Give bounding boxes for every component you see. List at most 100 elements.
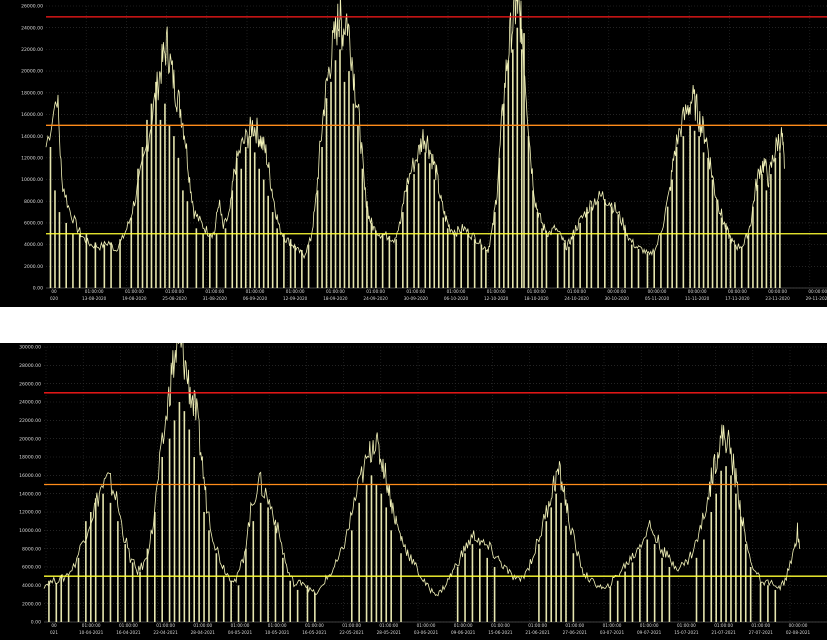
y-tick-label: 12000.00 bbox=[21, 155, 43, 161]
x-tick-time: 01:00:00 bbox=[491, 623, 510, 628]
chart-panel-2021: 0.00 2000.00 4000.00 6000.00 8000.00 10000.00… bbox=[0, 343, 827, 640]
y-tick-label: 22000.00 bbox=[19, 418, 41, 424]
x-tick-date: 21-06-2021 bbox=[525, 630, 550, 635]
y-tick-label: 26000.00 bbox=[19, 381, 41, 387]
x-tick-date: 18-10-2020 bbox=[524, 296, 549, 301]
y-tick-label: 22000.00 bbox=[21, 47, 43, 53]
x-tick-time: 01:00:00 bbox=[567, 289, 586, 294]
x-tick-date: 25-08-2020 bbox=[162, 296, 187, 301]
y-tick-label: 6000.00 bbox=[22, 565, 41, 571]
y-tick-label: 20000.00 bbox=[21, 69, 43, 75]
x-tick-time: 01:00:00 bbox=[119, 623, 138, 628]
x-tick-time: 01:00:00 bbox=[417, 623, 436, 628]
x-tick-time: 01:00:00 bbox=[305, 623, 324, 628]
x-tick-date: 05-11-2020 bbox=[645, 296, 670, 301]
y-tick-label: 8000.00 bbox=[24, 199, 43, 205]
y-tick-label: 4000.00 bbox=[24, 242, 43, 248]
x-tick-time: 01:00:00 bbox=[565, 623, 584, 628]
x-tick-date: 27-06-2021 bbox=[563, 630, 588, 635]
x-tick-time: 00:00:00 bbox=[648, 289, 667, 294]
x-tick-date: 03-06-2021 bbox=[414, 630, 439, 635]
x-tick-time: 01:00:00 bbox=[326, 289, 345, 294]
x-tick-date: 03-07-2021 bbox=[600, 630, 625, 635]
x-tick-date: 18-09-2020 bbox=[323, 296, 348, 301]
x-tick-time: 00:00:00 bbox=[607, 289, 626, 294]
y-tick-label: 24000.00 bbox=[21, 25, 43, 31]
x-tick-date: 15-07-2021 bbox=[674, 630, 699, 635]
x-tick-date: 22-04-2021 bbox=[153, 630, 178, 635]
x-tick-date: 04-05-2021 bbox=[228, 630, 253, 635]
x-tick-date: 021 bbox=[50, 630, 58, 635]
x-tick-time: 01:00:00 bbox=[714, 623, 733, 628]
x-tick-time: 01:00:00 bbox=[406, 289, 425, 294]
x-tick-time: 01:00:00 bbox=[125, 289, 144, 294]
y-tick-label: 2000.00 bbox=[24, 264, 43, 270]
x-tick-time: 01:00:00 bbox=[342, 623, 361, 628]
x-tick-time: 01:00:00 bbox=[246, 289, 265, 294]
x-tick-date: 06-09-2020 bbox=[243, 296, 268, 301]
x-tick-time: 00:00:00 bbox=[789, 623, 808, 628]
x-tick-date: 16-05-2021 bbox=[302, 630, 327, 635]
x-tick-time: 00:00:00 bbox=[768, 289, 787, 294]
x-tick-date: 24-09-2020 bbox=[363, 296, 388, 301]
x-tick-date: 22-05-2021 bbox=[339, 630, 364, 635]
x-tick-time: 00:00:00 bbox=[728, 289, 747, 294]
x-tick-date: 30-10-2020 bbox=[605, 296, 630, 301]
x-tick-date: 27-07-2021 bbox=[749, 630, 774, 635]
x-tick-time: 01:00:00 bbox=[640, 623, 659, 628]
x-tick-date: 24-10-2020 bbox=[564, 296, 589, 301]
x-tick-date: 12-09-2020 bbox=[283, 296, 308, 301]
y-tick-label: 4000.00 bbox=[22, 583, 41, 589]
y-tick-label: 12000.00 bbox=[19, 510, 41, 516]
x-tick-date: 28-05-2021 bbox=[377, 630, 402, 635]
x-tick-date: 31-08-2020 bbox=[203, 296, 228, 301]
x-tick-time: 01:00:00 bbox=[487, 289, 506, 294]
y-tick-label: 8000.00 bbox=[22, 546, 41, 552]
y-tick-label: 2000.00 bbox=[22, 601, 41, 607]
x-tick-date: 06-10-2020 bbox=[444, 296, 469, 301]
x-tick-time: 01:00:00 bbox=[231, 623, 250, 628]
x-tick-date: 16-04-2021 bbox=[116, 630, 141, 635]
x-tick-date: 19-08-2020 bbox=[122, 296, 147, 301]
x-tick-time: 01:00:00 bbox=[268, 623, 287, 628]
y-tick-label: 6000.00 bbox=[24, 221, 43, 227]
y-tick-label: 30000.00 bbox=[19, 345, 41, 351]
x-tick-date: 21-07-2021 bbox=[711, 630, 736, 635]
time-series-chart-2021: 0.00 2000.00 4000.00 6000.00 8000.00 10000.00… bbox=[19, 343, 827, 635]
x-tick-date: 020 bbox=[50, 296, 58, 301]
x-tick-time: 01:00:00 bbox=[165, 289, 184, 294]
x-tick-time: 01:00:00 bbox=[286, 289, 305, 294]
series-line bbox=[45, 0, 785, 260]
x-tick-time: 01:00:00 bbox=[85, 289, 104, 294]
y-tick-label: 0.00 bbox=[31, 620, 41, 626]
x-tick-time: 01:00:00 bbox=[528, 623, 547, 628]
x-tick-time: 00 bbox=[51, 623, 57, 628]
y-tick-label: 28000.00 bbox=[19, 363, 41, 369]
y-tick-label: 26000.00 bbox=[21, 4, 43, 10]
y-tick-label: 16000.00 bbox=[21, 112, 43, 118]
y-tick-label: 24000.00 bbox=[19, 400, 41, 406]
y-tick-label: 10000.00 bbox=[19, 528, 41, 534]
x-tick-time: 01:00:00 bbox=[454, 623, 473, 628]
x-tick-date: 09-06-2021 bbox=[451, 630, 476, 635]
x-tick-time: 01:00:00 bbox=[156, 623, 175, 628]
series-line bbox=[43, 343, 801, 597]
time-series-chart-2020: 0.00 2000.00 4000.00 6000.00 8000.00 10000.00… bbox=[21, 0, 827, 301]
y-tick-label: 0.00 bbox=[33, 286, 43, 292]
x-tick-time: 01:00:00 bbox=[82, 623, 101, 628]
x-tick-time: 01:00:00 bbox=[205, 289, 224, 294]
y-tick-label: 18000.00 bbox=[19, 455, 41, 461]
y-tick-label: 16000.00 bbox=[19, 473, 41, 479]
x-tick-time: 01:00:00 bbox=[379, 623, 398, 628]
x-tick-date: 23-11-2020 bbox=[765, 296, 790, 301]
x-tick-date: 12-10-2020 bbox=[484, 296, 509, 301]
y-tick-label: 14000.00 bbox=[21, 134, 43, 140]
x-tick-time: 01:00:00 bbox=[677, 623, 696, 628]
y-tick-label: 14000.00 bbox=[19, 491, 41, 497]
x-tick-time: 01:00:00 bbox=[527, 289, 546, 294]
x-tick-date: 29-11-2020 bbox=[806, 296, 827, 301]
x-tick-date: 11-11-2020 bbox=[685, 296, 710, 301]
x-tick-time: 01:00:00 bbox=[751, 623, 770, 628]
y-tick-label: 18000.00 bbox=[21, 90, 43, 96]
x-tick-date: 30-09-2020 bbox=[404, 296, 429, 301]
